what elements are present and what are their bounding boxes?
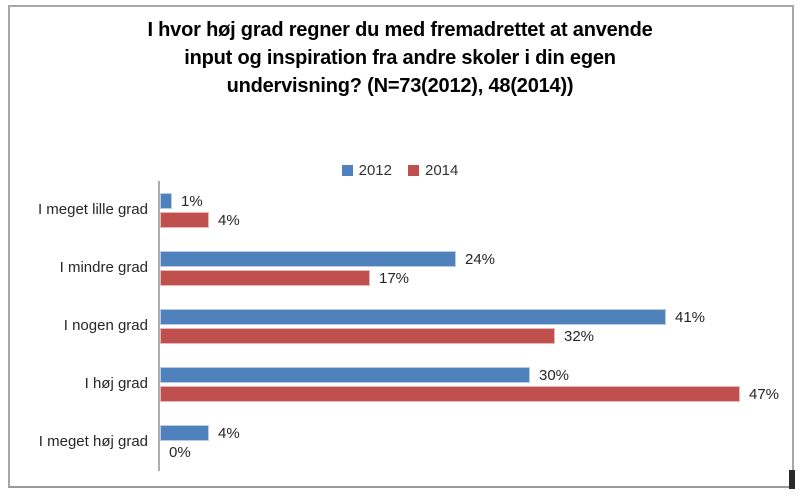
bar-2014 [160,212,209,228]
bar-2014 [160,270,370,286]
value-label-2014: 0% [169,444,191,461]
value-label-2014: 4% [218,212,240,229]
legend-swatch-2014 [408,164,419,176]
value-label-2012: 4% [218,425,240,442]
legend-swatch-2012 [341,164,353,176]
bar-2012 [160,251,456,267]
chart-title-line-1: I hvor høj grad regner du med fremadrett… [147,19,653,41]
category-label: I nogen grad [63,317,148,334]
value-label-2012: 24% [465,251,496,268]
border-artifact [789,470,795,489]
value-label-2012: 1% [181,193,203,210]
value-label-2012: 30% [539,367,570,384]
legend-label-2014: 2014 [425,161,459,179]
value-label-2012: 41% [675,309,706,326]
category-label: I mindre grad [59,259,148,276]
legend: 2012 2014 [0,160,800,180]
category-label: I meget lille grad [37,201,148,218]
bar-2012 [160,367,530,383]
category-label: I meget høj grad [38,433,148,450]
y-axis-line [158,181,160,471]
bar-2014 [160,328,555,344]
legend-item-2012: 2012 [341,161,392,179]
value-label-2014: 47% [749,386,780,403]
bar-2012 [160,309,666,325]
bar-2014 [160,386,740,402]
value-label-2014: 17% [379,270,410,287]
chart-border-frame [8,5,794,488]
category-label: I høj grad [84,375,148,392]
bar-2012 [160,425,209,441]
legend-item-2014: 2014 [408,163,458,178]
value-label-2014: 32% [564,328,595,345]
chart-title-line-2: input og inspiration fra andre skoler i … [184,47,616,69]
legend-label-2012: 2012 [358,161,392,179]
chart-title: I hvor høj grad regner du med fremadrett… [40,16,760,100]
bar-2012 [160,193,172,209]
chart-title-line-3: undervisning? (N=73(2012), 48(2014)) [226,75,574,97]
